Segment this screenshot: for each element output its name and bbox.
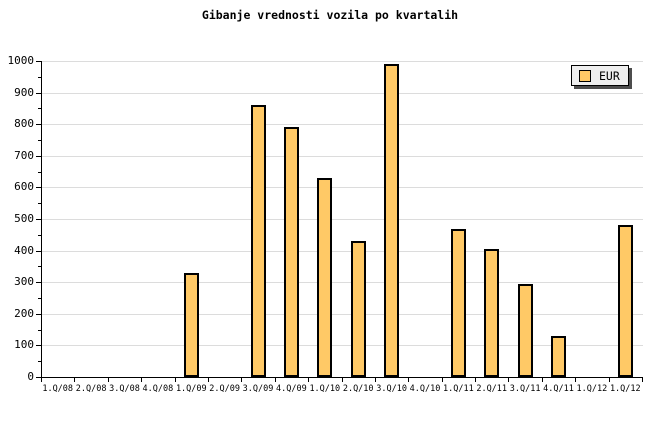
y-major-tick-200 [36,313,41,315]
y-minor-tick-350 [38,266,41,268]
y-minor-tick-750 [38,140,41,141]
x-tick-13 [475,378,477,382]
x-tick-9 [341,378,343,382]
gridline-200 [42,313,643,315]
y-minor-tick-850 [38,108,41,110]
y-major-tick-400 [36,250,41,252]
legend-label-eur: EUR [599,68,620,83]
x-tick-14 [508,378,510,382]
y-axis-label-800: 800 [14,117,34,131]
y-axis-label-1000: 1000 [7,54,35,67]
x-tick-10 [374,378,376,382]
x-axis-label-4: 1.Q/09 [175,384,207,394]
bar-1.Q/10-8 [317,177,333,377]
y-axis-line [41,61,42,378]
x-tick-16 [575,378,577,382]
x-axis-label-10: 3.Q/10 [376,384,407,394]
y-axis-label-300: 300 [14,275,34,289]
x-axis-label-14: 3.Q/11 [509,384,541,394]
x-axis-label-6: 3.Q/09 [242,384,274,394]
gridline-800 [42,124,643,126]
x-tick-15 [541,378,543,382]
x-tick-7 [274,378,276,382]
x-axis-label-12: 1.Q/11 [443,384,474,394]
y-axis-label-200: 200 [14,306,34,320]
y-axis-label-400: 400 [14,243,34,257]
y-major-tick-800 [36,124,41,126]
x-tick-3 [141,378,143,382]
chart-title: Gibanje vrednosti vozila po kvartalih [201,8,459,22]
x-axis-label-1: 2.Q/08 [75,384,107,394]
y-major-tick-600 [36,187,41,189]
y-minor-tick-50 [38,361,41,363]
y-axis-label-0: 0 [27,370,34,383]
bar-1.Q/09-4 [183,272,199,377]
y-axis-label-900: 900 [14,85,34,99]
x-tick-0 [41,378,42,382]
gridline-300 [42,282,643,284]
bar-3.Q/11-14 [517,283,533,377]
y-major-tick-900 [36,92,41,94]
bar-4.Q/11-15 [551,335,566,377]
legend: EUR [571,65,629,86]
y-major-tick-100 [36,345,41,347]
gridline-700 [42,155,643,157]
x-axis-label-16: 1.Q/12 [576,384,608,394]
x-tick-2 [107,378,109,382]
x-tick-4 [174,378,176,382]
y-major-tick-1000 [36,61,41,62]
y-major-tick-700 [36,155,41,157]
x-axis-line [41,377,643,378]
bar-1.Q/11-12 [450,228,466,377]
y-major-tick-500 [36,219,41,220]
bar-1.Q/12-17 [617,225,633,377]
x-tick-8 [308,378,310,382]
y-minor-tick-150 [38,329,41,331]
bar-2.Q/10-9 [350,241,366,377]
bar-3.Q/09-6 [250,105,266,377]
gridline-1000 [42,61,643,62]
gridline-500 [42,219,643,220]
x-tick-6 [241,378,243,382]
y-minor-tick-950 [38,76,41,78]
x-axis-label-15: 4.Q/11 [543,384,574,394]
legend-swatch-eur [579,69,591,82]
gridline-400 [42,250,643,252]
x-tick-17 [608,378,610,382]
gridline-600 [42,187,643,189]
x-tick-18 [642,378,643,382]
x-axis-label-3: 4.Q/08 [142,384,174,394]
y-minor-tick-450 [38,234,41,236]
x-axis-label-11: 4.Q/10 [409,384,441,394]
y-axis-label-100: 100 [14,338,34,352]
gridline-100 [42,345,643,347]
y-minor-tick-250 [38,298,41,299]
x-axis-label-5: 2.Q/09 [209,384,240,394]
bar-3.Q/10-10 [384,64,400,377]
gridline-900 [42,92,643,94]
y-minor-tick-650 [38,171,41,173]
y-major-tick-0 [36,377,41,378]
y-axis-label-500: 500 [14,212,34,225]
y-minor-tick-550 [38,203,41,205]
x-axis-label-0: 1.Q/08 [42,384,74,394]
x-tick-12 [441,378,443,382]
x-axis-label-8: 1.Q/10 [309,384,341,394]
x-tick-11 [408,378,410,382]
bar-2.Q/11-13 [484,249,500,377]
x-tick-5 [207,378,209,382]
x-axis-label-7: 4.Q/09 [276,384,307,394]
x-axis-label-13: 2.Q/11 [476,384,508,394]
y-axis-label-700: 700 [14,148,34,162]
x-tick-1 [74,378,76,382]
y-major-tick-300 [36,282,41,284]
x-axis-label-17: 1.Q/12 [609,384,641,394]
bar-4.Q/09-7 [283,127,299,377]
x-axis-label-2: 3.Q/08 [109,384,140,394]
y-axis-label-600: 600 [14,180,34,194]
x-axis-label-9: 2.Q/10 [342,384,374,394]
